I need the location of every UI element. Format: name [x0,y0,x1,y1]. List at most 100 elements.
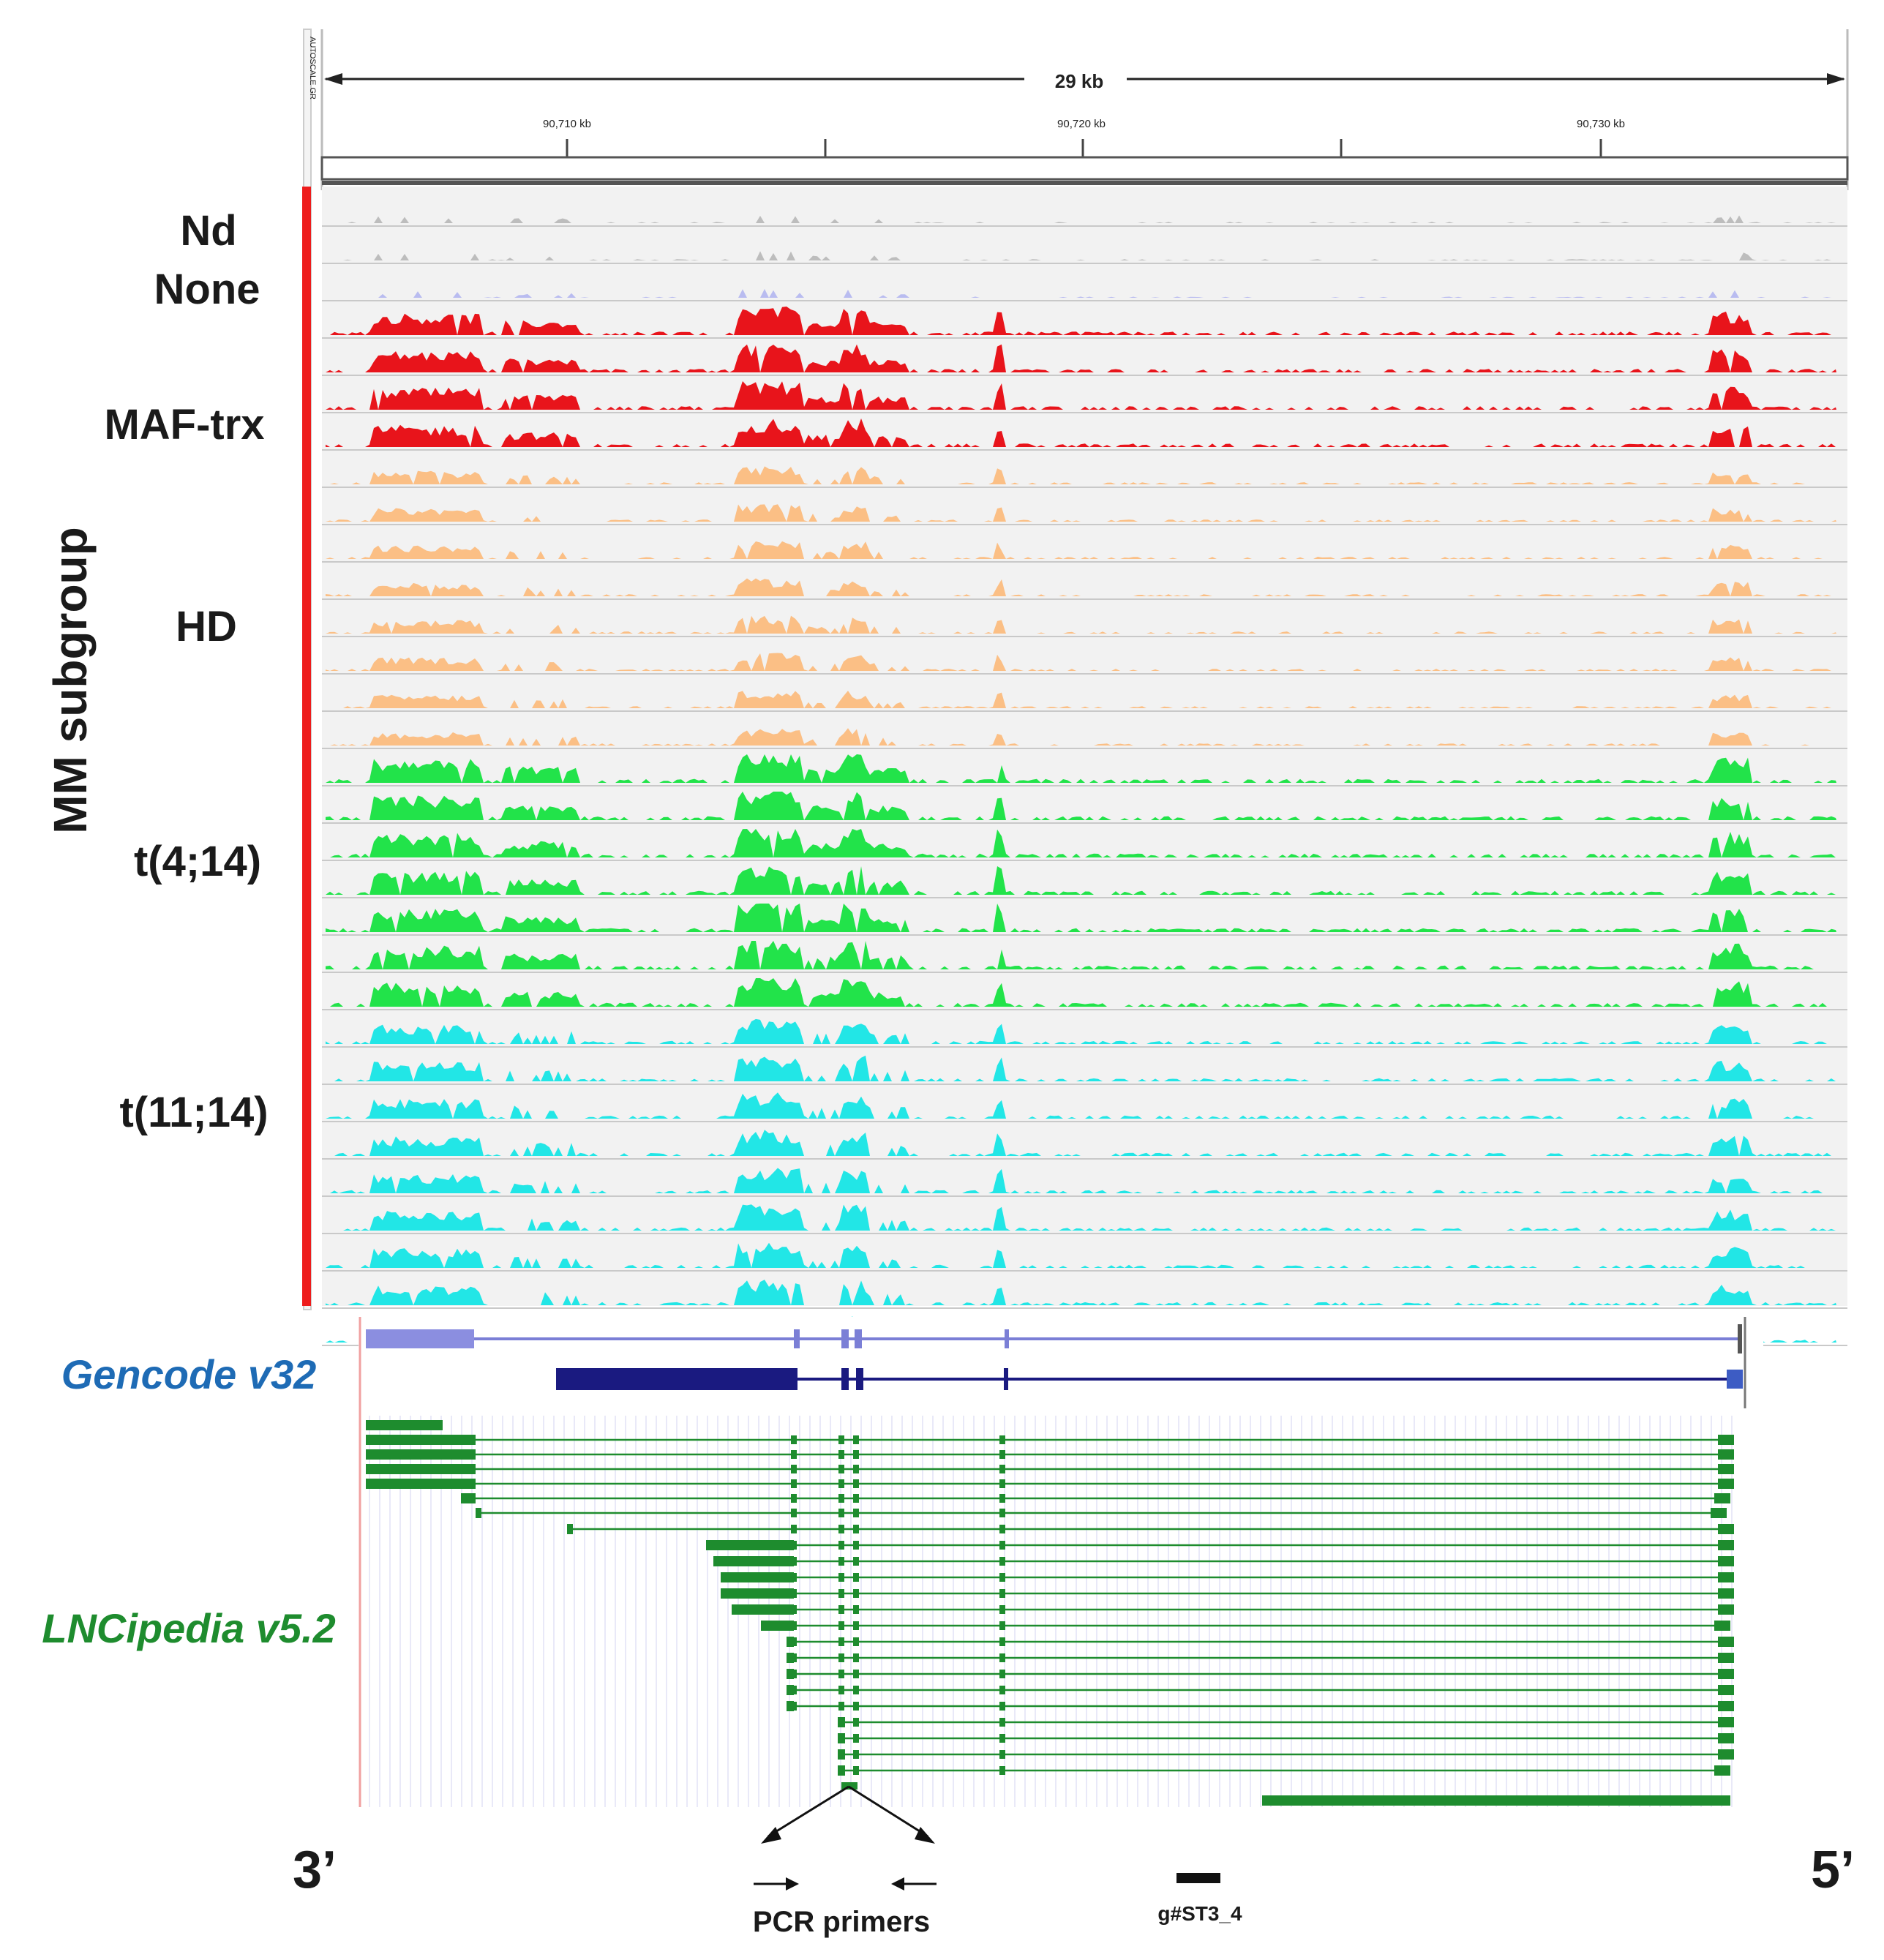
lncipedia-transcript-exon [999,1450,1005,1459]
autoscale-label: AUTOSCALE GR [308,37,317,99]
gencode-transcripts [366,1317,1746,1408]
lncipedia-transcript-exon [791,1450,797,1459]
lncipedia-transcript-exon [791,1686,797,1694]
lncipedia-transcript-exon [1718,1479,1734,1489]
lncipedia-transcript-exon [838,1573,844,1582]
lncipedia-transcript-exon [1718,1701,1734,1711]
lncipedia-transcript-exon [853,1509,859,1517]
lncipedia-transcript-exon [999,1557,1005,1566]
five-prime-end-label: 5’ [1811,1841,1855,1899]
coverage-track [326,344,1836,372]
lncipedia-transcript-exon [853,1465,859,1473]
lncipedia-transcript-exon [1718,1556,1734,1566]
gencode-transcript-2-exon [841,1368,849,1390]
lncipedia-transcript-exon [1718,1604,1734,1615]
lncipedia-transcript-exon [999,1702,1005,1711]
lncipedia-transcript-exon [1714,1621,1730,1631]
lncipedia-transcript-exon [838,1733,845,1743]
lncipedia-transcript-exon [706,1540,794,1550]
lncipedia-transcript-exon [1718,1449,1734,1460]
coverage-track [326,691,1836,708]
lncipedia-transcript-exon [732,1604,794,1615]
coverage-track [326,251,1836,260]
lncipedia-transcript-exon [853,1637,859,1646]
lncipedia-transcript-exon [791,1494,797,1503]
lncipedia-transcript-exon [838,1637,844,1646]
tick-marks [566,139,1602,157]
gencode-transcript-1-exon [794,1329,800,1348]
lncipedia-transcript-exon [791,1573,797,1582]
lncipedia-transcript-exon [476,1508,481,1518]
group-label-nd: Nd [180,207,236,255]
lncipedia-transcript-exon [853,1589,859,1598]
lncipedia-transcript-exon [1718,1588,1734,1599]
group-label-hd: HD [176,603,237,650]
coverage-track [326,728,1836,746]
gencode-transcript-1-exon [841,1329,849,1348]
coverage-track [326,381,1836,410]
lncipedia-transcript-exon [853,1653,859,1662]
lncipedia-transcript-exon [838,1541,844,1550]
lncipedia-transcript-exon [853,1750,859,1759]
lncipedia-transcript-exon [1718,1435,1734,1445]
lncipedia-transcript-exon [838,1717,845,1727]
lncipedia-transcript-exon [838,1494,844,1503]
coverage-track [326,978,1836,1007]
lncipedia-transcript-exon [1714,1765,1730,1776]
lncipedia-transcript-exon [999,1494,1005,1503]
lncipedia-transcript-exon [999,1637,1005,1646]
lncipedia-transcript-exon [853,1479,859,1488]
gencode-transcript-2-exon [556,1368,797,1390]
span-arrowhead-right [1827,73,1845,85]
lncipedia-transcript-exon [1718,1749,1734,1760]
lncipedia-label: LNCipedia v5.2 [42,1605,335,1651]
lncipedia-transcript-exon [853,1605,859,1614]
coverage-track [326,466,1836,484]
lncipedia-transcript-exon [838,1465,844,1473]
lncipedia-transcript-exon [853,1734,859,1743]
group-label-t4-14: t(4;14) [134,838,261,885]
lncipedia-transcript-exon [999,1686,1005,1694]
lncipedia-transcript-exon [853,1686,859,1694]
coverage-track [326,418,1836,447]
lncipedia-transcript-exon [791,1509,797,1517]
coverage-track [326,307,1836,335]
lncipedia-transcript-exon [999,1573,1005,1582]
coverage-track [326,1055,1836,1081]
lncipedia-transcript-exon [838,1557,844,1566]
lncipedia-transcript-exon [838,1479,844,1488]
gencode-transcript-1-exon [1005,1329,1009,1348]
span-arrowhead-left [324,73,342,85]
lncipedia-transcript-exon [567,1524,573,1534]
tick-label-3: 90,730 kb [1577,118,1625,130]
lncipedia-transcript-exon [791,1637,797,1646]
lncipedia-transcript-exon [838,1525,844,1533]
lncipedia-transcript-exon [853,1766,859,1775]
lncipedia-transcript-exon [366,1420,443,1430]
span-label: 29 kb [1055,70,1104,92]
lncipedia-transcript-exon [838,1749,845,1760]
group-label-maf-trx: MAF-trx [104,401,264,448]
coverage-track [326,1092,1836,1119]
lncipedia-transcript-exon [787,1701,794,1711]
lncipedia-transcript-exon [999,1653,1005,1662]
lncipedia-transcript-exon [853,1702,859,1711]
lncipedia-transcript-exon [999,1465,1005,1473]
coverage-track [326,1168,1836,1193]
lncipedia-transcript-exon [838,1653,844,1662]
gencode-transcript-1-exon [855,1329,862,1348]
lncipedia-transcript-exon [791,1465,797,1473]
coverage-track [326,1018,1836,1044]
coverage-track [326,866,1836,895]
gencode-transcript-1-end [1738,1324,1742,1353]
lncipedia-transcript-exon [791,1702,797,1711]
lncipedia-transcript-exon [853,1450,859,1459]
lncipedia-transcript-exon [461,1493,476,1503]
lncipedia-transcript-exon [999,1435,1005,1444]
gencode-transcript-2-exon [856,1368,863,1390]
coverage-track [326,792,1836,820]
track-panel-background [322,187,1847,1306]
coverage-track [326,1280,1836,1305]
lncipedia-transcript-exon [838,1589,844,1598]
lncipedia-transcript-exon [999,1718,1005,1727]
